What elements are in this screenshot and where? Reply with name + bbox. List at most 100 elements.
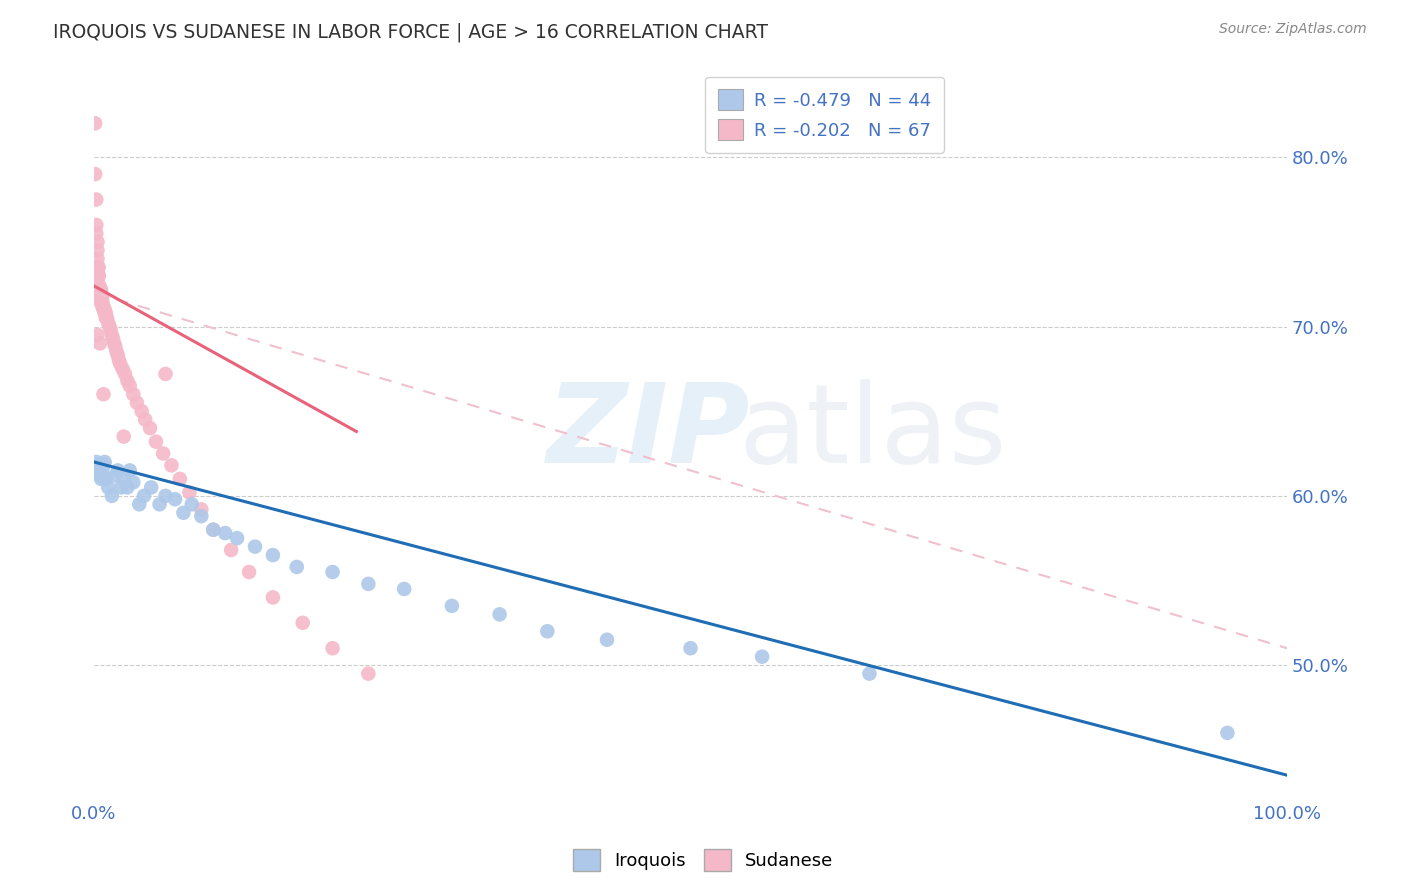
Point (108, 353, 131, 368)
Point (262, 548, 284, 562)
Point (392, 582, 415, 596)
Point (97, 480, 120, 494)
Point (202, 523, 225, 537)
Point (1216, 726, 1239, 740)
Point (87, 277, 110, 292)
Point (94, 306, 117, 320)
Point (131, 404, 153, 418)
Point (110, 480, 132, 494)
Point (243, 540, 266, 554)
Point (139, 421, 162, 435)
Point (87, 268, 110, 283)
Point (155, 489, 177, 503)
Point (89, 336, 111, 351)
Point (262, 591, 284, 605)
Point (86, 235, 108, 249)
Point (86, 463, 108, 477)
Legend: R = -0.479   N = 44, R = -0.202   N = 67: R = -0.479 N = 44, R = -0.202 N = 67 (706, 77, 943, 153)
Point (98, 319, 121, 334)
Point (93, 387, 115, 401)
Point (89, 289, 111, 303)
Point (169, 472, 191, 486)
Point (118, 378, 141, 392)
Point (238, 565, 260, 579)
Point (145, 434, 167, 449)
Point (180, 497, 202, 511)
Text: IROQUOIS VS SUDANESE IN LABOR FORCE | AGE > 16 CORRELATION CHART: IROQUOIS VS SUDANESE IN LABOR FORCE | AG… (53, 22, 769, 42)
Point (160, 458, 183, 473)
Point (86, 328, 108, 343)
Point (440, 599, 463, 613)
Point (122, 387, 145, 401)
Point (91, 289, 114, 303)
Point (84, 167, 107, 181)
Point (134, 412, 156, 426)
Point (89, 285, 111, 300)
Point (86, 244, 108, 258)
Point (90, 294, 112, 309)
Point (111, 362, 134, 376)
Point (94, 472, 117, 486)
Point (101, 328, 124, 343)
Point (86, 455, 108, 469)
Point (132, 489, 155, 503)
Point (86, 218, 108, 232)
Text: Source: ZipAtlas.com: Source: ZipAtlas.com (1219, 22, 1367, 37)
Point (108, 357, 131, 371)
Point (322, 641, 344, 656)
Point (596, 632, 619, 647)
Point (103, 336, 125, 351)
Point (112, 472, 135, 486)
Point (97, 316, 120, 330)
Point (118, 463, 141, 477)
Point (141, 480, 163, 494)
Point (165, 492, 187, 507)
Point (112, 429, 135, 443)
Point (190, 509, 212, 524)
Point (89, 468, 111, 483)
Point (84, 116, 107, 130)
Point (152, 446, 174, 460)
Point (87, 260, 110, 275)
Point (96, 311, 118, 326)
Point (357, 577, 380, 591)
Point (91, 294, 114, 309)
Point (101, 331, 124, 345)
Point (86, 193, 108, 207)
Point (90, 282, 112, 296)
Point (90, 472, 112, 486)
Point (285, 560, 308, 574)
Point (172, 506, 194, 520)
Point (155, 367, 177, 381)
Point (93, 302, 115, 317)
Point (105, 345, 128, 359)
Point (751, 649, 773, 664)
Point (93, 302, 115, 317)
Point (488, 607, 510, 622)
Text: ZIP: ZIP (547, 379, 751, 486)
Point (107, 348, 129, 362)
Point (89, 294, 111, 309)
Point (93, 299, 115, 313)
Point (322, 565, 344, 579)
Point (679, 641, 702, 656)
Point (101, 489, 124, 503)
Point (91, 463, 114, 477)
Point (357, 666, 380, 681)
Point (93, 306, 115, 320)
Point (214, 526, 236, 541)
Point (291, 615, 314, 630)
Point (91, 299, 114, 313)
Point (190, 502, 212, 516)
Point (125, 395, 148, 409)
Point (86, 227, 108, 241)
Point (87, 458, 110, 473)
Point (107, 463, 129, 477)
Point (858, 666, 880, 681)
Point (100, 323, 122, 337)
Point (94, 311, 117, 326)
Point (117, 480, 139, 494)
Point (93, 455, 115, 469)
Point (114, 367, 136, 381)
Point (122, 475, 145, 490)
